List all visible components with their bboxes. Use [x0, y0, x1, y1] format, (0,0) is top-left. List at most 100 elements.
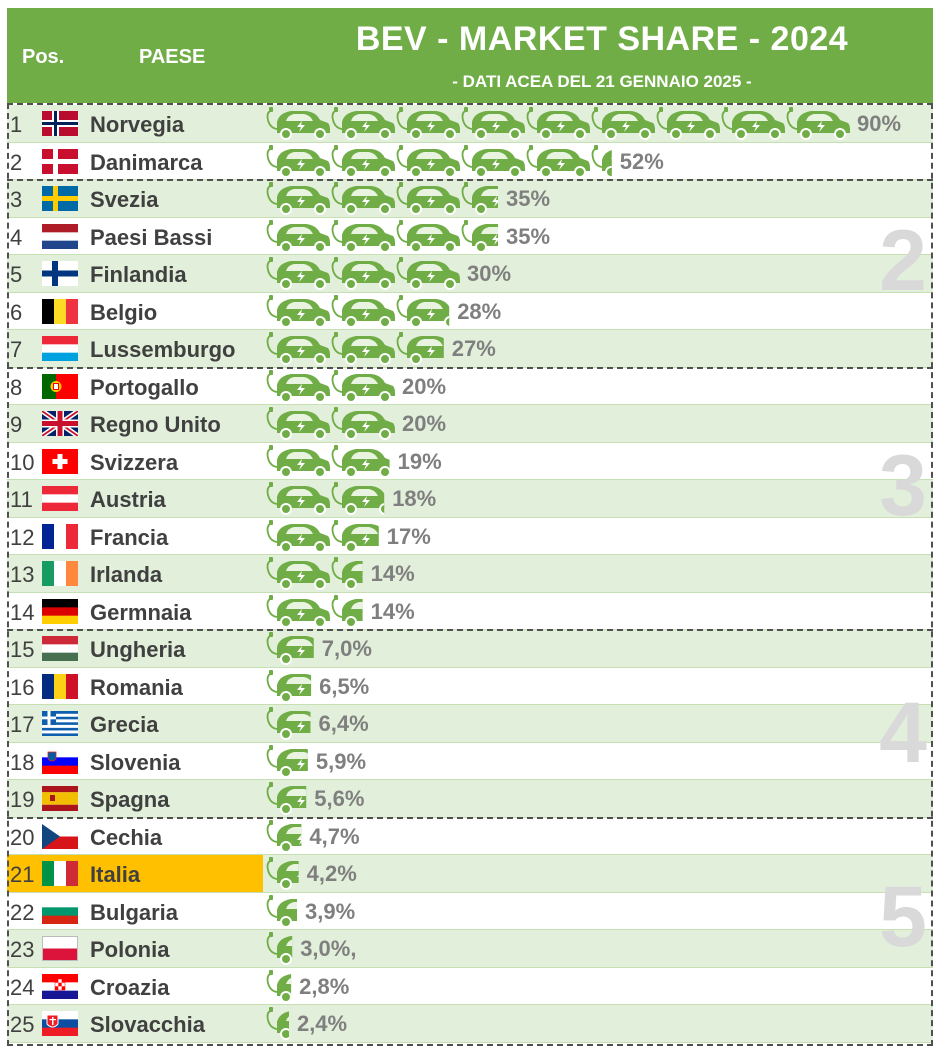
chart-subtitle: - DATI ACEA DEL 21 GENNAIO 2025 -: [452, 72, 752, 91]
car-icon-bar: [266, 107, 850, 140]
car-icon-bar: [266, 932, 293, 965]
position-number: 1: [10, 112, 23, 137]
car-icon: [526, 144, 590, 178]
partial-car-icon: [266, 707, 311, 740]
value-label: 5,6%: [314, 786, 365, 811]
car-icon-bar: [266, 744, 308, 778]
position-number: 25: [10, 1012, 35, 1037]
group-divider: [7, 816, 933, 819]
table-row: 19 Spagna 5,6%: [7, 780, 933, 818]
partial-car-icon: [331, 519, 379, 553]
table-row: 23 Polonia 3,0%,: [7, 930, 933, 968]
country-name: Regno Unito: [90, 412, 221, 437]
country-name: Bulgaria: [90, 899, 179, 925]
flag-hr-icon: [42, 973, 78, 999]
table-row: 3 Svezia: [7, 180, 933, 218]
row-separator: [7, 854, 933, 855]
flag-it-icon: [42, 861, 78, 886]
value-label: 2,4%: [296, 1011, 348, 1036]
country-name: Danimarca: [90, 149, 203, 175]
position-number: 16: [10, 674, 35, 700]
group-divider: [7, 179, 933, 181]
car-icon: [396, 144, 460, 178]
partial-car-icon: [331, 444, 390, 478]
value-label: 7,0%: [321, 636, 372, 661]
car-icon: [266, 369, 330, 403]
row-separator: [7, 479, 933, 480]
value-label: 14%: [370, 598, 415, 624]
car-icon: [396, 257, 460, 290]
position-number: 10: [10, 449, 35, 475]
value-label: 14%: [370, 561, 415, 586]
value-label: 20%: [402, 373, 447, 399]
table-row: 8 Portogallo 20%: [7, 368, 933, 405]
flag-gr-icon: [42, 711, 78, 736]
flag-ie-icon: [42, 561, 78, 586]
car-icon-bar: [266, 444, 390, 478]
car-icon-bar: [266, 294, 450, 328]
flag-pt-icon: [42, 373, 78, 399]
car-icon: [331, 182, 395, 215]
partial-car-icon: [396, 332, 444, 365]
value-label: 20%: [402, 411, 447, 436]
car-icon-bar: [266, 632, 314, 665]
value-label: 19%: [397, 448, 442, 474]
flag-pl-icon: [42, 936, 78, 961]
flag-ro-icon: [42, 673, 78, 699]
car-icon: [266, 594, 330, 628]
table-row: 12 Francia 17%: [7, 518, 933, 555]
table-row: 4 Paesi Bassi: [7, 218, 933, 255]
value-label: 35%: [506, 223, 551, 249]
car-icon: [461, 107, 525, 140]
car-icon-bar: [266, 894, 298, 928]
position-number: 15: [10, 637, 35, 662]
partial-car-icon: [266, 932, 293, 965]
car-icon-bar: [266, 819, 302, 853]
row-separator: [7, 591, 933, 593]
value-label: 30%: [467, 261, 512, 286]
car-icon: [591, 107, 655, 140]
value-label: 3,0%,: [300, 936, 357, 961]
car-icon: [266, 257, 330, 290]
car-icon: [266, 444, 330, 478]
country-name: Irlanda: [90, 562, 163, 587]
flag-si-icon: [42, 748, 78, 774]
car-icon: [266, 519, 330, 553]
partial-car-icon: [331, 482, 385, 515]
position-number: 12: [10, 524, 35, 550]
car-icon-bar: [266, 707, 311, 740]
value-label: 2,8%: [299, 973, 350, 999]
car-icon: [331, 407, 395, 440]
row-separator: [7, 741, 933, 743]
car-icon-bar: [266, 482, 385, 515]
car-icon: [396, 182, 460, 215]
country-name: Belgio: [90, 299, 158, 325]
group-divider: [7, 629, 933, 631]
position-number: 6: [10, 299, 23, 325]
row-separator: [7, 141, 933, 143]
table-row: 25 Slovacchia 2,4%: [7, 1005, 933, 1043]
partial-car-icon: [266, 857, 299, 890]
flag-gb-icon: [42, 411, 78, 436]
value-label: 17%: [386, 523, 431, 549]
group-number: 2: [879, 212, 927, 309]
country-name: Slovacchia: [90, 1012, 205, 1037]
partial-car-icon: [461, 219, 498, 253]
row-separator: [7, 929, 933, 930]
country-name: Germnaia: [90, 599, 192, 625]
country-column-header: PAESE: [139, 46, 206, 68]
row-separator: [7, 1004, 933, 1005]
position-number: 20: [10, 824, 35, 850]
partial-car-icon: [396, 294, 450, 328]
table-row: 22 Bulgaria 3,9%: [7, 893, 933, 930]
country-name: Francia: [90, 524, 169, 550]
row-separator: [7, 441, 933, 443]
table-row: 24 Croazia 2,8%: [7, 968, 933, 1005]
car-icon: [396, 219, 460, 253]
flag-no-icon: [42, 111, 78, 136]
car-icon-bar: [266, 519, 379, 553]
car-icon: [721, 107, 785, 140]
value-label: 90%: [857, 111, 902, 136]
value-label: 3,9%: [305, 898, 356, 924]
value-label: 4,2%: [306, 861, 357, 886]
